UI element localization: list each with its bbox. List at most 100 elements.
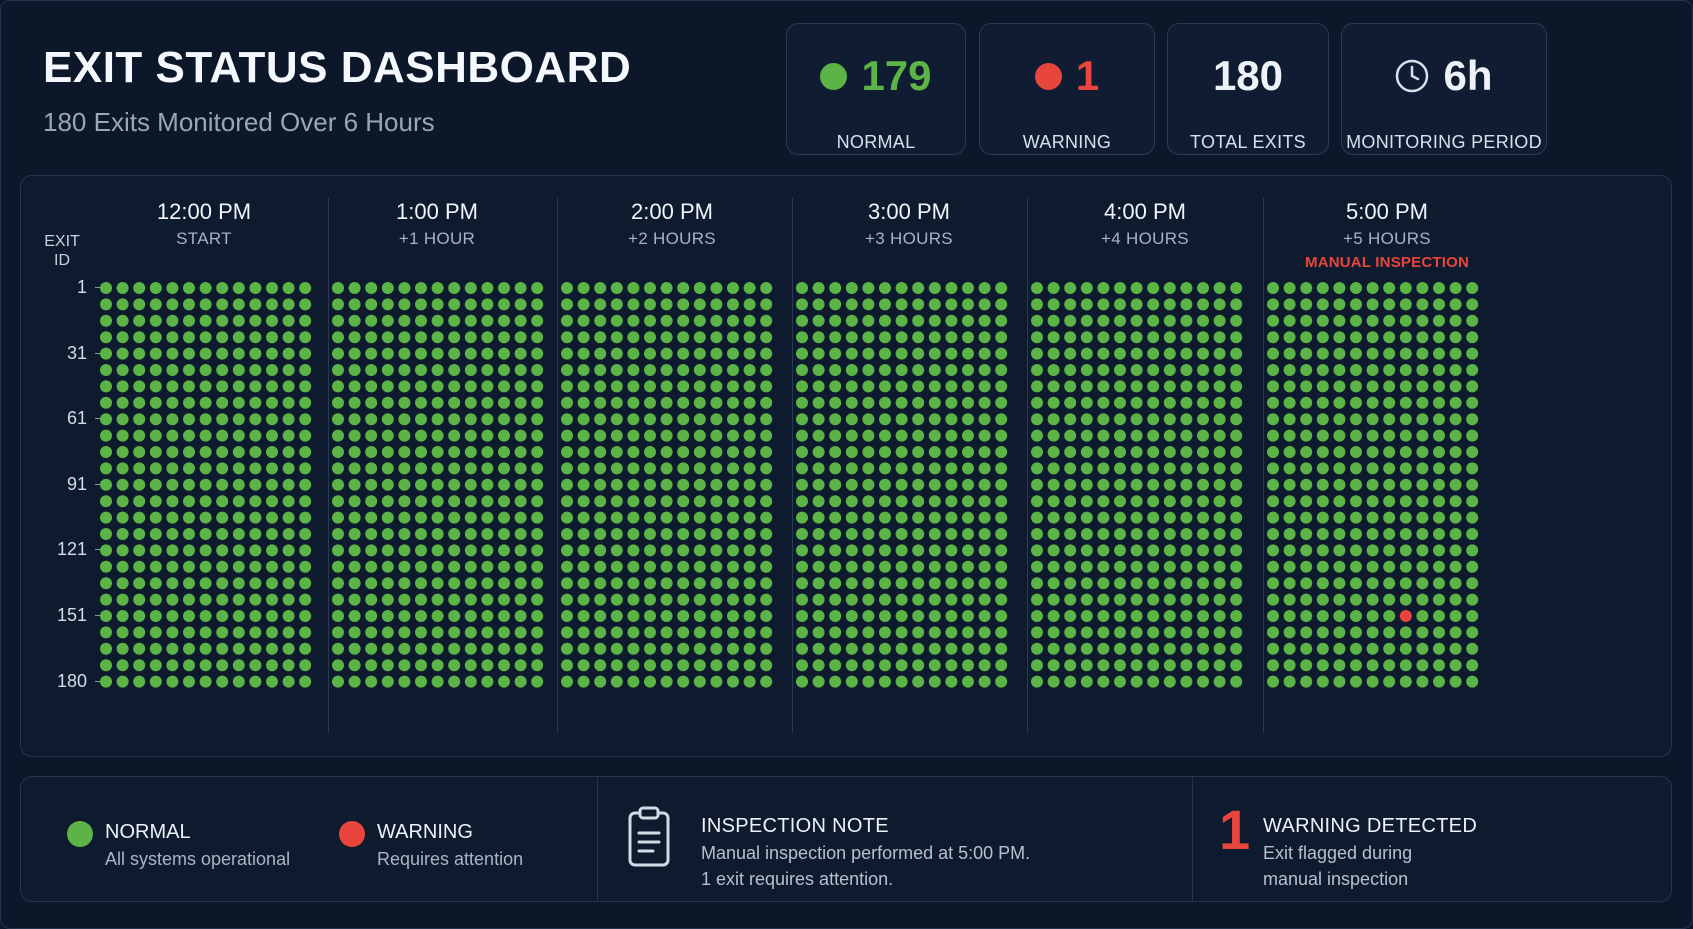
exit-dot-normal	[1097, 610, 1110, 622]
exit-dot-normal	[1466, 577, 1479, 590]
exit-dot-normal	[1366, 577, 1379, 590]
clipboard-icon	[628, 806, 670, 867]
exit-dot-normal	[743, 314, 756, 327]
exit-dot-normal	[1180, 429, 1193, 442]
exit-dot-normal	[1064, 364, 1077, 376]
exit-dot-normal	[1283, 560, 1296, 573]
exit-dot-normal	[1130, 544, 1143, 557]
exit-dot-normal	[677, 593, 690, 606]
exit-dot-normal	[862, 642, 875, 655]
exit-dot-normal	[912, 511, 925, 524]
exit-dot-normal	[912, 282, 925, 294]
exit-dot-normal	[1366, 364, 1379, 376]
exit-dot-normal	[199, 314, 212, 327]
exit-dot-normal	[481, 659, 494, 672]
exit-dot-normal	[594, 511, 607, 524]
exit-dot-normal	[348, 593, 361, 606]
exit-dot-normal	[1064, 560, 1077, 573]
exit-dot-normal	[845, 331, 858, 344]
exit-dot-normal	[1449, 282, 1462, 294]
exit-dot-normal	[1283, 413, 1296, 426]
exit-dot-normal	[829, 314, 842, 327]
exit-dot-normal	[895, 593, 908, 606]
exit-dot-normal	[398, 331, 411, 344]
exit-dot-normal	[381, 593, 394, 606]
exit-dot-normal	[1130, 511, 1143, 524]
exit-dot-normal	[912, 347, 925, 360]
exit-dot-normal	[1080, 528, 1093, 540]
exit-dot-normal	[710, 396, 723, 409]
exit-dot-normal	[1163, 642, 1176, 655]
exit-dot-normal	[1213, 380, 1226, 393]
exit-dot-normal	[1283, 429, 1296, 442]
exit-dot-normal	[660, 347, 673, 360]
exit-dot-normal	[1064, 642, 1077, 655]
exit-dot-normal	[879, 642, 891, 655]
exit-dot-normal	[299, 413, 312, 426]
exit-dot-normal	[381, 659, 394, 672]
exit-dot-normal	[514, 577, 527, 590]
exit-dot-normal	[644, 528, 656, 540]
exit-dot-normal	[531, 446, 544, 458]
exit-dot-normal	[693, 462, 706, 475]
exit-dot-normal	[1213, 675, 1226, 688]
exit-dot-normal	[1449, 347, 1462, 360]
exit-dot-normal	[879, 560, 891, 573]
exit-dot-normal	[1383, 364, 1396, 376]
exit-dot-normal	[1466, 478, 1479, 491]
exit-dot-normal	[149, 560, 162, 573]
exit-dot-normal	[677, 462, 690, 475]
exit-dot-normal	[928, 446, 941, 458]
exit-dot-normal	[282, 659, 295, 672]
exit-dot-normal	[610, 462, 623, 475]
exit-dot-normal	[1230, 462, 1243, 475]
exit-dot-grid	[100, 282, 1479, 688]
exit-dot-normal	[862, 446, 875, 458]
exit-dot-normal	[1213, 429, 1226, 442]
exit-dot-normal	[1197, 626, 1209, 639]
exit-dot-normal	[531, 560, 544, 573]
exit-dot-normal	[381, 642, 394, 655]
exit-dot-normal	[644, 511, 656, 524]
exit-dot-normal	[464, 331, 477, 344]
exit-dot-normal	[1114, 380, 1126, 393]
exit-dot-normal	[1333, 528, 1346, 540]
exit-dot-normal	[594, 495, 607, 508]
exit-dot-normal	[1350, 429, 1362, 442]
exit-dot-normal	[381, 364, 394, 376]
exit-dot-normal	[1130, 610, 1143, 622]
exit-dot-normal	[448, 626, 461, 639]
exit-dot-normal	[862, 429, 875, 442]
exit-dot-normal	[862, 544, 875, 557]
exit-dot-normal	[660, 560, 673, 573]
exit-dot-normal	[594, 380, 607, 393]
exit-dot-normal	[514, 331, 527, 344]
exit-dot-normal	[365, 544, 378, 557]
exit-dot-normal	[1449, 610, 1462, 622]
exit-dot-normal	[498, 495, 510, 508]
column-relative: START	[176, 229, 232, 248]
exit-dot-normal	[365, 446, 378, 458]
exit-dot-normal	[1213, 331, 1226, 344]
exit-dot-normal	[1130, 429, 1143, 442]
exit-dot-normal	[398, 577, 411, 590]
exit-dot-normal	[133, 528, 146, 540]
exit-dot-normal	[133, 298, 146, 311]
exit-dot-normal	[945, 593, 958, 606]
exit-dot-normal	[1366, 413, 1379, 426]
exit-dot-normal	[1163, 462, 1176, 475]
exit-dot-normal	[1333, 511, 1346, 524]
exit-dot-normal	[1230, 544, 1243, 557]
exit-dot-normal	[332, 642, 344, 655]
exit-dot-normal	[431, 659, 444, 672]
exit-dot-normal	[796, 380, 808, 393]
exit-dot-normal	[561, 560, 573, 573]
exit-dot-normal	[531, 331, 544, 344]
exit-dot-normal	[216, 610, 229, 622]
exit-dot-normal	[710, 413, 723, 426]
exit-dot-normal	[199, 544, 212, 557]
exit-dot-normal	[928, 593, 941, 606]
exit-dot-normal	[928, 495, 941, 508]
exit-dot-normal	[149, 495, 162, 508]
exit-dot-normal	[1147, 544, 1160, 557]
